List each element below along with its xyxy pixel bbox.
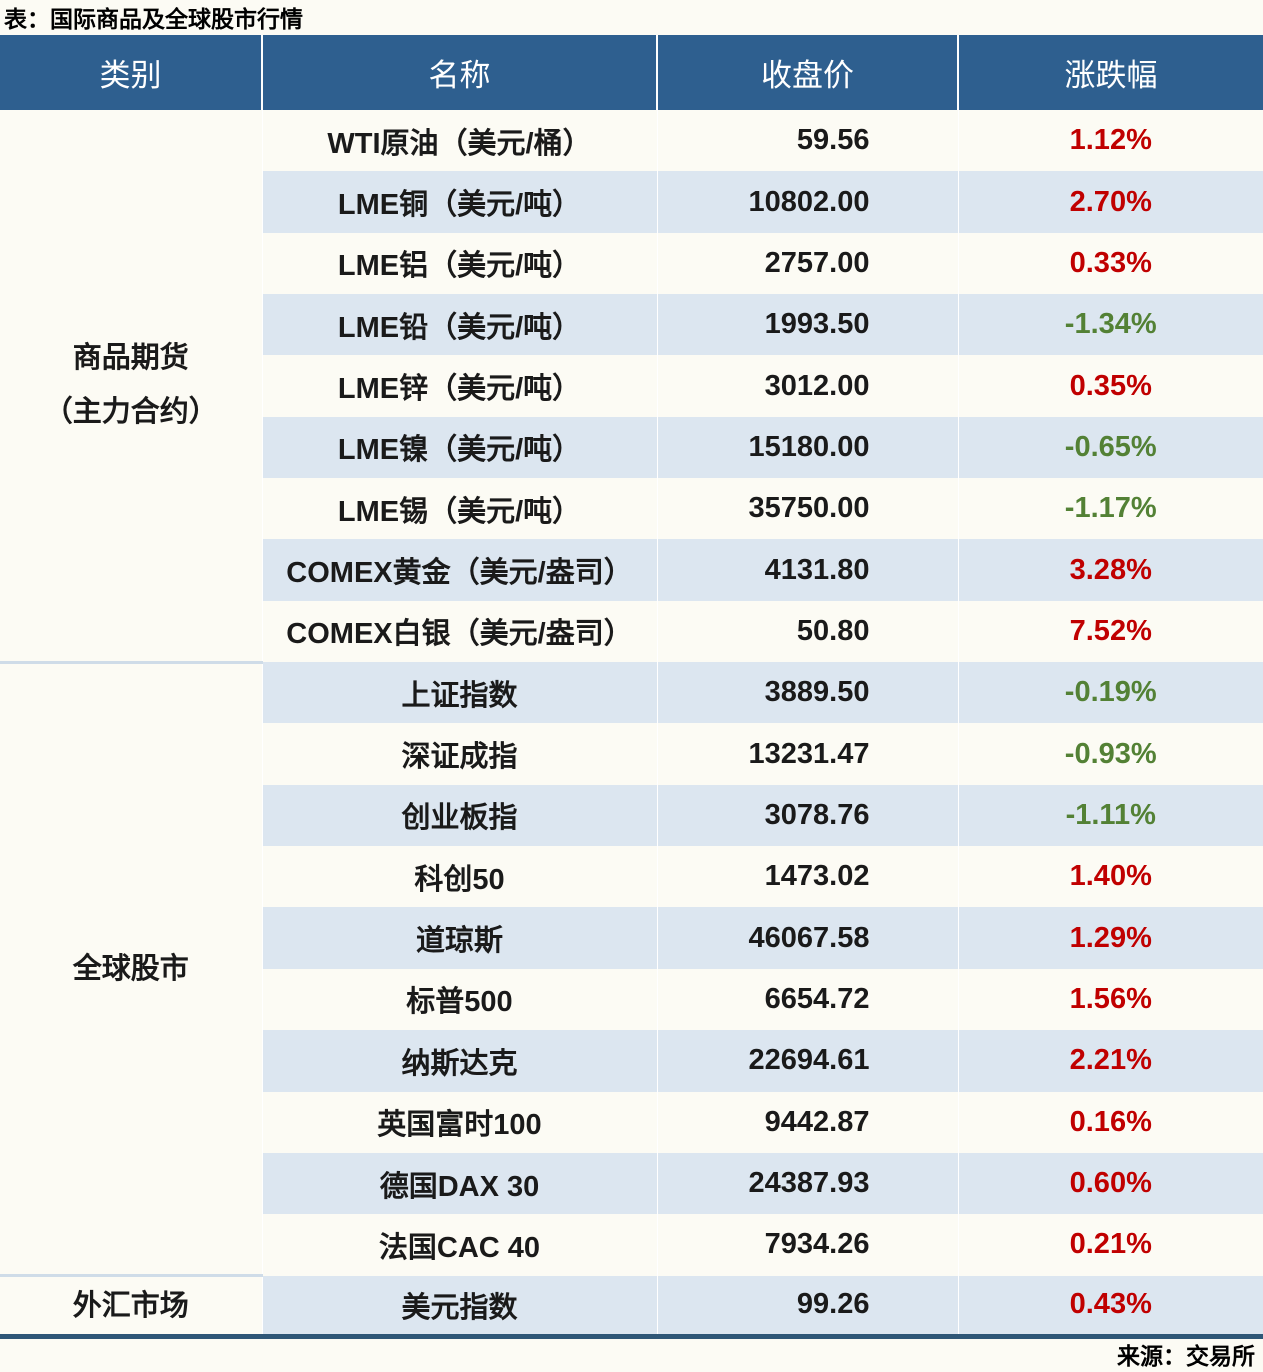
table-row: LME锡（美元/吨） 35750.00 -1.17% — [0, 478, 1263, 540]
column-header-name: 名称 — [261, 35, 657, 110]
close-price-cell: 13231.47 — [656, 723, 958, 785]
instrument-name-cell: LME镍（美元/吨） — [261, 416, 657, 479]
change-percent-cell: -1.17% — [957, 478, 1263, 540]
instrument-name-cell: LME铝（美元/吨） — [261, 232, 657, 295]
close-price-cell: 3889.50 — [656, 662, 958, 724]
close-price-cell: 4131.80 — [656, 539, 958, 601]
instrument-name-cell: COMEX白银（美元/盎司） — [261, 600, 657, 663]
change-percent-cell: 2.21% — [957, 1030, 1263, 1092]
instrument-name-cell: 标普500 — [261, 968, 657, 1031]
instrument-name-cell: 德国DAX 30 — [261, 1152, 657, 1215]
close-price-cell: 22694.61 — [656, 1030, 958, 1092]
change-percent-cell: 2.70% — [957, 171, 1263, 233]
close-price-cell: 35750.00 — [656, 478, 958, 540]
change-percent-cell: -1.34% — [957, 294, 1263, 356]
close-price-cell: 1473.02 — [656, 846, 958, 908]
instrument-name-cell: 法国CAC 40 — [261, 1214, 657, 1276]
change-percent-cell: 1.12% — [957, 110, 1263, 172]
close-price-cell: 15180.00 — [656, 416, 958, 479]
close-price-cell: 99.26 — [656, 1275, 958, 1337]
table-row: LME锌（美元/吨） 3012.00 0.35% — [0, 355, 1263, 417]
change-percent-cell: 1.40% — [957, 846, 1263, 908]
table-header: 类别 名称 收盘价 涨跌幅 — [0, 35, 1263, 110]
change-percent-cell: 1.56% — [957, 968, 1263, 1031]
table-row: COMEX白银（美元/盎司） 50.80 7.52% — [0, 600, 1263, 663]
instrument-name-cell: 上证指数 — [261, 662, 657, 724]
table-row: 英国富时100 9442.87 0.16% — [0, 1091, 1263, 1153]
instrument-name-cell: 美元指数 — [261, 1275, 657, 1337]
instrument-name-cell: 创业板指 — [261, 784, 657, 847]
category-cell: 外汇市场 — [0, 1274, 262, 1337]
change-percent-cell: 0.35% — [957, 355, 1263, 417]
category-cell: 商品期货 （主力合约） — [0, 110, 262, 663]
close-price-cell: 3012.00 — [656, 355, 958, 417]
table-title: 表：国际商品及全球股市行情 — [4, 6, 303, 32]
instrument-name-cell: LME锡（美元/吨） — [261, 478, 657, 540]
change-percent-cell: 0.16% — [957, 1091, 1263, 1153]
change-percent-cell: 7.52% — [957, 600, 1263, 663]
instrument-name-cell: 英国富时100 — [261, 1091, 657, 1153]
instrument-name-cell: LME铜（美元/吨） — [261, 171, 657, 233]
change-percent-cell: 1.29% — [957, 907, 1263, 969]
change-percent-cell: -1.11% — [957, 784, 1263, 847]
change-percent-cell: -0.65% — [957, 416, 1263, 479]
header-row: 类别 名称 收盘价 涨跌幅 — [0, 35, 1263, 110]
table-row: 外汇市场 美元指数 99.26 0.43% — [0, 1274, 1263, 1337]
close-price-cell: 7934.26 — [656, 1214, 958, 1276]
instrument-name-cell: LME锌（美元/吨） — [261, 355, 657, 417]
instrument-name-cell: WTI原油（美元/桶） — [261, 110, 657, 172]
table-row: 科创50 1473.02 1.40% — [0, 846, 1263, 908]
close-price-cell: 3078.76 — [656, 784, 958, 847]
instrument-name-cell: 纳斯达克 — [261, 1030, 657, 1092]
table-row: 全球股市 上证指数 3889.50 -0.19% — [0, 660, 1263, 1276]
column-header-close: 收盘价 — [656, 35, 958, 110]
table-row: LME铝（美元/吨） 2757.00 0.33% — [0, 232, 1263, 295]
table-row: 标普500 6654.72 1.56% — [0, 968, 1263, 1031]
close-price-cell: 59.56 — [656, 110, 958, 172]
table-row: 法国CAC 40 7934.26 0.21% — [0, 1214, 1263, 1276]
change-percent-cell: 3.28% — [957, 539, 1263, 601]
close-price-cell: 10802.00 — [656, 171, 958, 233]
instrument-name-cell: LME铅（美元/吨） — [261, 294, 657, 356]
close-price-cell: 50.80 — [656, 600, 958, 663]
table-row: LME铜（美元/吨） 10802.00 2.70% — [0, 171, 1263, 233]
instrument-name-cell: 深证成指 — [261, 723, 657, 785]
close-price-cell: 46067.58 — [656, 907, 958, 969]
column-header-change: 涨跌幅 — [957, 35, 1263, 110]
instrument-name-cell: COMEX黄金（美元/盎司） — [261, 539, 657, 601]
source-note: 来源：交易所 — [1117, 1343, 1255, 1370]
change-percent-cell: 0.21% — [957, 1214, 1263, 1276]
column-header-category: 类别 — [0, 35, 262, 110]
instrument-name-cell: 道琼斯 — [261, 907, 657, 969]
change-percent-cell: 0.60% — [957, 1152, 1263, 1215]
change-percent-cell: 0.43% — [957, 1275, 1263, 1337]
close-price-cell: 6654.72 — [656, 968, 958, 1031]
change-percent-cell: -0.19% — [957, 662, 1263, 724]
close-price-cell: 1993.50 — [656, 294, 958, 356]
market-table: 类别 名称 收盘价 涨跌幅 商品期货 （主力合约） WTI原油（美元/桶） 59.56… — [0, 35, 1263, 1340]
change-percent-cell: 0.33% — [957, 232, 1263, 295]
instrument-name-cell: 科创50 — [261, 846, 657, 908]
table-body: 商品期货 （主力合约） WTI原油（美元/桶） 59.56 1.12% LME铜（美元/吨… — [0, 110, 1263, 1337]
change-percent-cell: -0.93% — [957, 723, 1263, 785]
category-cell: 全球股市 — [0, 660, 262, 1276]
close-price-cell: 9442.87 — [656, 1091, 958, 1153]
close-price-cell: 24387.93 — [656, 1152, 958, 1215]
close-price-cell: 2757.00 — [656, 232, 958, 295]
table-row: 深证成指 13231.47 -0.93% — [0, 723, 1263, 785]
table-row: 商品期货 （主力合约） WTI原油（美元/桶） 59.56 1.12% — [0, 110, 1263, 663]
